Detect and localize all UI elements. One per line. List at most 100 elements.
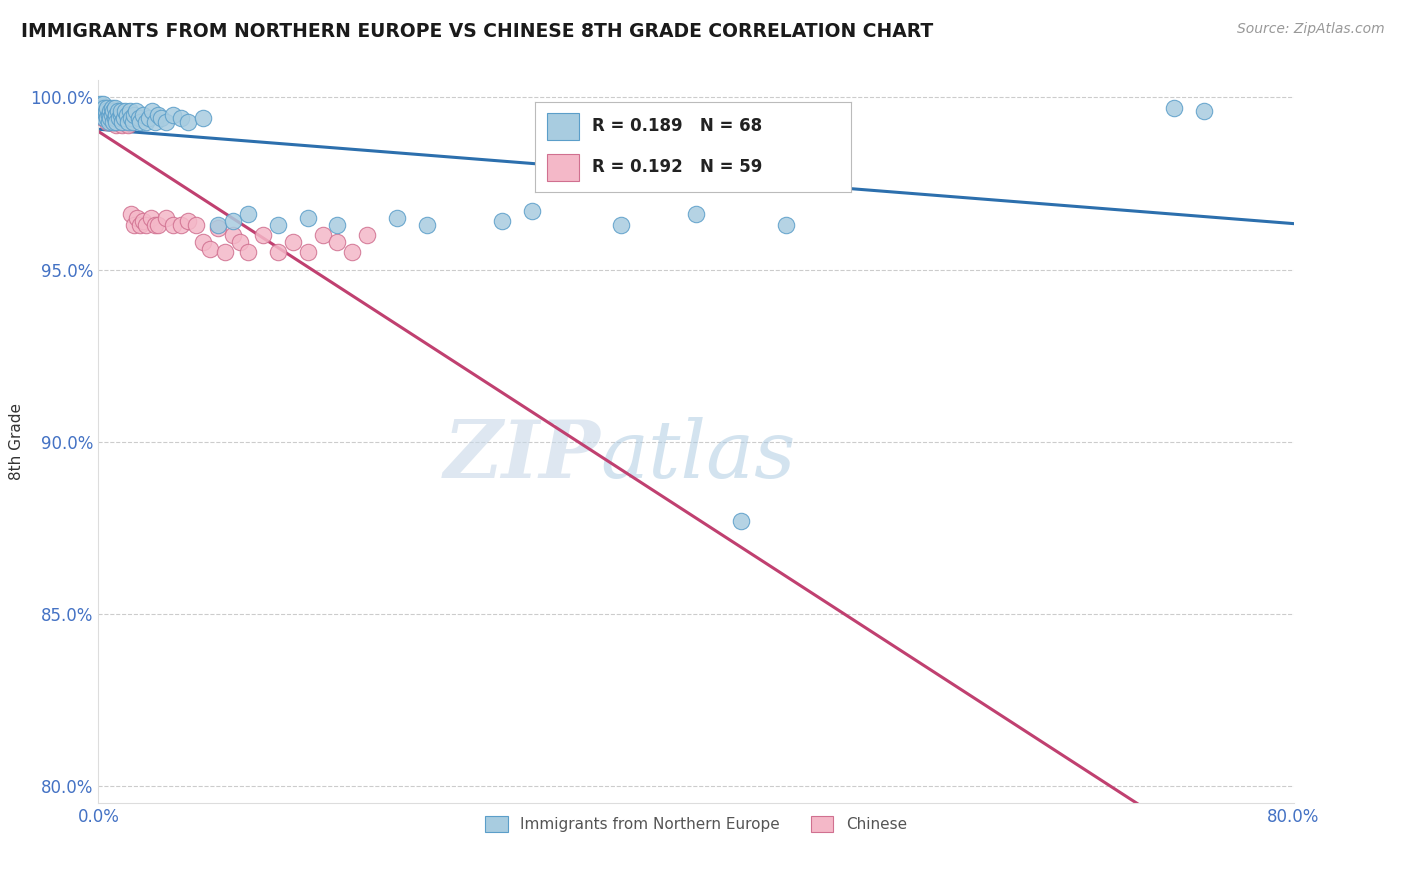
Point <box>155 114 177 128</box>
Point <box>90 108 112 122</box>
Point <box>105 118 128 132</box>
Point <box>326 235 349 249</box>
Point <box>115 111 138 125</box>
Point <box>491 214 513 228</box>
Point <box>101 101 124 115</box>
Point <box>214 245 236 260</box>
Point <box>129 114 152 128</box>
Point <box>132 108 155 122</box>
Point <box>118 104 141 119</box>
Point <box>98 108 122 122</box>
Point <box>775 218 797 232</box>
Point <box>177 214 200 228</box>
Point <box>120 207 142 221</box>
Point <box>184 218 207 232</box>
Point <box>93 108 115 122</box>
Point <box>326 218 349 232</box>
Point <box>222 228 245 243</box>
Point <box>94 104 117 119</box>
Point <box>356 228 378 243</box>
Point <box>267 245 290 260</box>
Point <box>111 114 134 128</box>
Point <box>96 114 118 128</box>
Point <box>267 218 290 232</box>
Point <box>385 211 409 225</box>
Point <box>107 108 129 122</box>
Legend: Immigrants from Northern Europe, Chinese: Immigrants from Northern Europe, Chinese <box>479 810 912 838</box>
Point <box>1163 101 1185 115</box>
Text: atlas: atlas <box>600 417 796 495</box>
Point <box>110 108 132 122</box>
Point <box>103 114 125 128</box>
Point <box>98 104 122 119</box>
Point <box>252 228 274 243</box>
Point <box>112 108 135 122</box>
Point <box>162 108 184 122</box>
Point <box>93 101 115 115</box>
Point <box>104 111 127 125</box>
Point <box>124 218 146 232</box>
Point <box>200 242 222 256</box>
Point <box>89 104 111 119</box>
Point <box>94 111 117 125</box>
Point <box>169 111 191 125</box>
Point <box>117 114 139 128</box>
Point <box>135 218 157 232</box>
Point <box>110 111 132 125</box>
Point <box>91 104 114 119</box>
Point <box>150 111 173 125</box>
Point <box>120 111 142 125</box>
Point <box>610 218 633 232</box>
Point <box>90 101 112 115</box>
Point <box>138 111 160 125</box>
Point <box>97 104 120 119</box>
Point <box>104 108 127 122</box>
Point <box>1192 104 1215 119</box>
Point <box>105 114 128 128</box>
Point <box>96 101 118 115</box>
Point <box>104 101 127 115</box>
Point <box>191 111 214 125</box>
Point <box>107 104 129 119</box>
Point <box>97 114 120 128</box>
Point <box>93 101 115 115</box>
Point <box>125 104 148 119</box>
Point <box>101 111 124 125</box>
Point <box>311 228 333 243</box>
Point <box>91 104 114 119</box>
Point <box>143 114 166 128</box>
Point <box>124 108 146 122</box>
Point <box>96 101 118 115</box>
Point <box>110 104 132 119</box>
Point <box>117 118 139 132</box>
Point <box>112 111 135 125</box>
Point <box>98 114 122 128</box>
Point <box>105 111 128 125</box>
Point <box>139 211 162 225</box>
Point <box>148 108 170 122</box>
Point <box>94 104 117 119</box>
Point <box>207 218 229 232</box>
Point <box>103 104 125 119</box>
Point <box>236 245 259 260</box>
Point <box>101 108 124 122</box>
Text: ZIP: ZIP <box>443 417 600 495</box>
Point <box>108 114 131 128</box>
Point <box>297 245 319 260</box>
Point <box>177 114 200 128</box>
Point <box>169 218 191 232</box>
Y-axis label: 8th Grade: 8th Grade <box>8 403 24 480</box>
Point <box>91 97 114 112</box>
Point <box>89 97 111 112</box>
Point <box>103 104 125 119</box>
Point <box>105 108 128 122</box>
Point <box>162 218 184 232</box>
Point <box>685 207 707 221</box>
Point <box>520 204 543 219</box>
Point <box>155 211 177 225</box>
Point <box>97 111 120 125</box>
Text: IMMIGRANTS FROM NORTHERN EUROPE VS CHINESE 8TH GRADE CORRELATION CHART: IMMIGRANTS FROM NORTHERN EUROPE VS CHINE… <box>21 22 934 41</box>
Point <box>143 218 166 232</box>
Point <box>103 114 125 128</box>
Point <box>132 214 155 228</box>
